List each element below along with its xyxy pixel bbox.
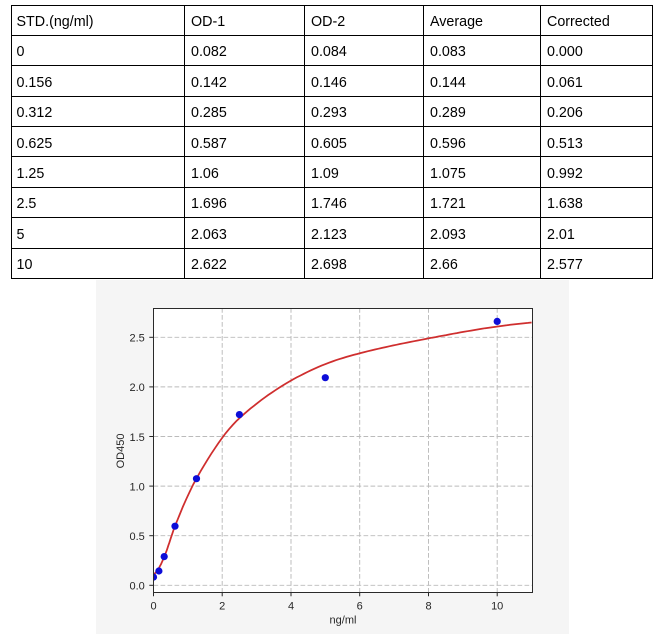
svg-text:0.5: 0.5 [130,531,145,543]
svg-text:0.0: 0.0 [130,581,145,593]
svg-text:0: 0 [150,601,156,613]
svg-text:2.0: 2.0 [130,382,145,394]
svg-text:2.5: 2.5 [130,333,145,345]
svg-text:1.0: 1.0 [130,481,145,493]
svg-text:1.5: 1.5 [130,432,145,444]
svg-text:2: 2 [219,601,225,613]
svg-text:6: 6 [357,601,363,613]
svg-text:8: 8 [425,601,431,613]
svg-text:10: 10 [491,601,503,613]
svg-text:ng/ml: ng/ml [330,615,357,627]
svg-text:4: 4 [288,601,294,613]
svg-text:OD450: OD450 [115,434,127,469]
